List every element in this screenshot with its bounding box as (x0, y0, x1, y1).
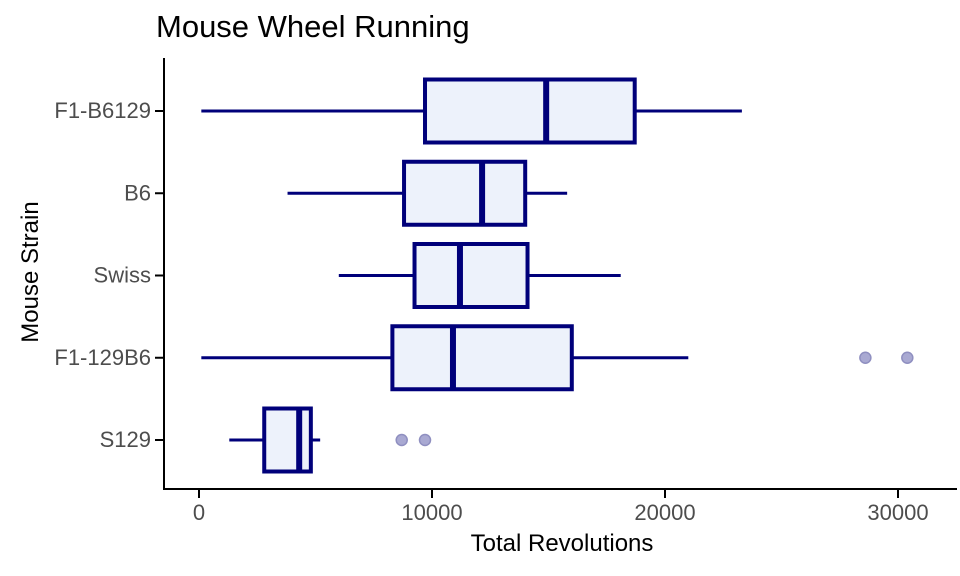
x-tick-label: 0 (193, 500, 205, 525)
box-F1-B6129 (423, 77, 637, 145)
box-B6 (402, 159, 528, 227)
x-tick-label: 30000 (867, 500, 928, 525)
x-tick-label: 10000 (401, 500, 462, 525)
box-Swiss (412, 242, 530, 309)
x-axis-title: Total Revolutions (470, 530, 654, 557)
y-tick-label-Swiss: Swiss (94, 263, 151, 288)
outlier-point-S129 (418, 433, 432, 447)
x-tick-label: 20000 (634, 500, 695, 525)
chart-title: Mouse Wheel Running (156, 9, 470, 44)
box-S129 (262, 406, 313, 474)
outlier-point-F1-129B6 (901, 351, 914, 364)
outlier-point-F1-129B6 (859, 351, 872, 364)
y-tick-label-F1-B6129: F1-B6129 (54, 98, 151, 123)
y-tick-label-F1-129B6: F1-129B6 (54, 345, 151, 370)
y-tick-label-B6: B6 (124, 180, 151, 205)
y-tick-label-S129: S129 (100, 427, 151, 452)
box-F1-129B6 (390, 324, 574, 392)
outlier-point-S129 (395, 433, 408, 447)
